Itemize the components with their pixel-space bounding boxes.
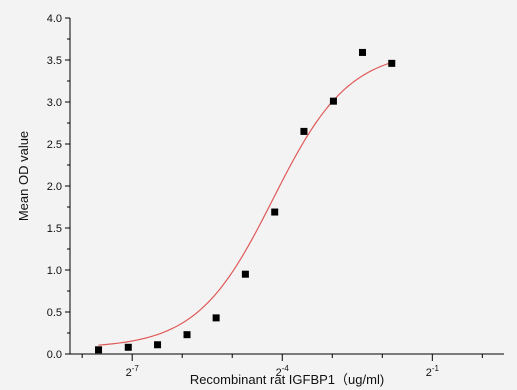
x-tick-label: 2-7: [126, 364, 140, 379]
y-tick-label: 3.0: [47, 97, 62, 109]
y-tick-label: 0.0: [47, 349, 62, 361]
y-tick-label: 2.5: [47, 139, 62, 151]
data-point: [124, 343, 132, 351]
y-tick-label: 0.5: [47, 307, 62, 319]
data-point: [329, 97, 337, 105]
x-tick-base: 2: [126, 367, 132, 379]
data-point: [388, 59, 396, 67]
x-tick-exponent: -1: [432, 364, 440, 373]
y-tick-label: 4.0: [47, 13, 62, 25]
x-tick-exponent: -7: [132, 364, 140, 373]
x-tick-exponent: -4: [282, 364, 290, 373]
x-tick-label: 2-1: [426, 364, 440, 379]
x-axis-label: Recombinant rat IGFBP1（ug/ml): [190, 372, 384, 387]
x-tick-label: 2-4: [276, 364, 290, 379]
data-point: [183, 331, 191, 339]
y-axis-label: Mean OD value: [16, 131, 31, 221]
data-point: [95, 346, 103, 354]
y-tick-label: 3.5: [47, 55, 62, 67]
y-tick-label: 1.5: [47, 223, 62, 235]
data-point: [300, 127, 308, 135]
data-point: [212, 314, 220, 322]
y-tick-label: 1.0: [47, 265, 62, 277]
data-point: [271, 208, 279, 216]
data-point: [154, 341, 162, 349]
y-tick-label: 2.0: [47, 181, 62, 193]
x-tick-base: 2: [426, 367, 432, 379]
fit-curve: [98, 61, 392, 346]
data-point: [358, 48, 366, 56]
x-tick-base: 2: [276, 367, 282, 379]
data-point: [241, 270, 249, 278]
